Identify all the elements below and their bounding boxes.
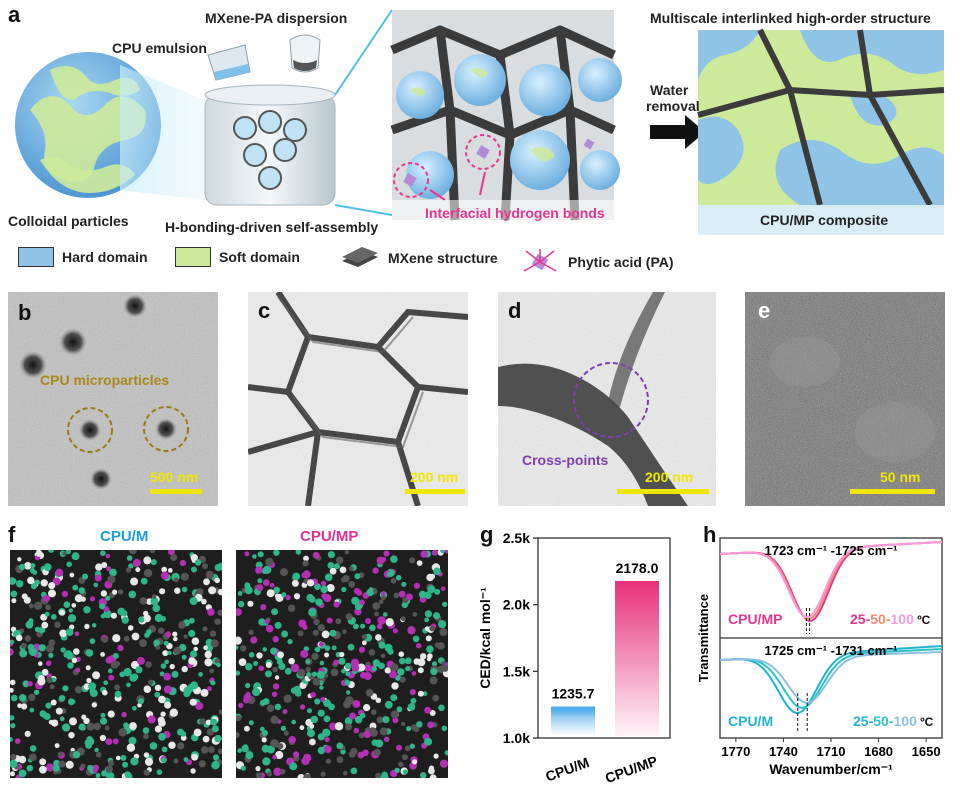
- panel-d-scalebar: [617, 489, 709, 494]
- g-ytick-label: 2.0k: [503, 597, 530, 613]
- h-xtick-label: 1740: [769, 744, 798, 759]
- panel-e-scale-text: 50 nm: [880, 469, 921, 485]
- g-ytick-label: 1.5k: [503, 663, 530, 679]
- legend-mxene: MXene structure: [340, 247, 498, 269]
- h-top-dash: -: [886, 611, 891, 627]
- mxene-pa-label: MXene-PA dispersion: [205, 10, 348, 26]
- panel-g-label: g: [480, 522, 494, 547]
- h-bottom-curve-50: [719, 648, 943, 709]
- g-value-label: 1235.7: [552, 686, 595, 702]
- h-ylabel: Transmittance: [696, 594, 711, 682]
- panel-b-tem-image: [8, 292, 218, 506]
- g-ytick-label: 2.5k: [503, 530, 530, 546]
- h-xlabel: Wavenumber/cm⁻¹: [769, 761, 893, 777]
- h-xtick-label: 1710: [817, 744, 846, 759]
- ftir-chart: 1770 1740 1710 1680 1650 Wavenumber/cm⁻¹ Trans…: [696, 537, 943, 777]
- g-value-label: 2178.0: [616, 560, 659, 576]
- h-top-unit: ºC: [914, 613, 931, 627]
- panel-c-scalebar: [405, 489, 465, 494]
- panel-a-graphic: [15, 9, 945, 235]
- cpu-mp-title: CPU/MP: [300, 528, 359, 545]
- panel-d-tem-image: [498, 292, 716, 506]
- h-bottom-temp-25: 25: [853, 713, 869, 729]
- g-bar-fill: [551, 706, 595, 734]
- legend-soft-label: Soft domain: [219, 249, 300, 265]
- panel-a-label: a: [8, 2, 21, 27]
- panel-d-scale-text: 200 nm: [645, 469, 694, 485]
- h-top-temp-50: 50: [870, 611, 886, 627]
- water-removal-label-2: removal: [646, 98, 700, 114]
- h-bottom-unit: ºC: [917, 715, 934, 729]
- interface-zoom-box: [390, 10, 622, 221]
- h-bottom-temp-50: 50: [873, 713, 889, 729]
- cpu-m-title: CPU/M: [100, 528, 149, 545]
- g-ytick-label: 1.0k: [503, 730, 530, 746]
- composite-label: CPU/MP composite: [760, 212, 889, 228]
- h-bottom-curve-25: [719, 645, 943, 715]
- mxene-structure-icon: [342, 247, 378, 267]
- h-xtick-label: 1650: [912, 744, 941, 759]
- h-top-temp-25: 25: [850, 611, 866, 627]
- cpu-microparticles-label: CPU microparticles: [40, 372, 170, 388]
- h-top-temp-100: 100: [891, 611, 915, 627]
- g-category-label: CPU/MP: [603, 752, 660, 782]
- h-bottom-temps: 25-50-100 ºC: [853, 713, 934, 729]
- legend-hard-label: Hard domain: [62, 249, 148, 265]
- h-bottom-temp-100: 100: [894, 713, 918, 729]
- panel-b-scale-text: 500 nm: [150, 469, 199, 485]
- cpu-emulsion-label: CPU emulsion: [112, 40, 207, 56]
- soft-domain-swatch: [175, 247, 211, 267]
- h-top-sample: CPU/MP: [728, 611, 782, 627]
- self-assembly-label: H-bonding-driven self-assembly: [165, 219, 379, 235]
- legend-pa-label: Phytic acid (PA): [568, 254, 674, 270]
- panel-f-label: f: [8, 522, 16, 547]
- legend-pa: Phytic acid (PA): [520, 247, 674, 277]
- cpu-mp-md-snapshot: [236, 550, 448, 778]
- cpu-m-md-snapshot: [10, 550, 222, 778]
- multiscale-label: Multiscale interlinked high-order struct…: [650, 10, 931, 26]
- cpu-emulsion-cup: [207, 44, 251, 81]
- hard-domain-swatch: [18, 247, 54, 267]
- g-ylabel: CED/kcal mol⁻¹: [477, 587, 493, 689]
- h-bottom-annotation: 1725 cm⁻¹ -1731 cm⁻¹: [765, 643, 898, 658]
- panel-e-scalebar: [850, 489, 935, 494]
- mxene-pa-beaker: [289, 34, 321, 73]
- h-bottom-dash: -: [889, 713, 894, 729]
- water-removal-arrow: [650, 115, 705, 149]
- h-xtick-label: 1770: [721, 744, 750, 759]
- self-assembly-jar: [204, 84, 336, 206]
- legend-soft-domain: Soft domain: [175, 247, 300, 267]
- g-plot-frame: [537, 537, 671, 739]
- panel-b-label: b: [18, 300, 32, 325]
- cross-points-label: Cross-points: [522, 452, 609, 468]
- panel-h-label: h: [703, 522, 717, 547]
- g-category-label: CPU/M: [543, 754, 591, 782]
- h-top-dash: -: [866, 611, 871, 627]
- phytic-acid-icon: [523, 249, 557, 272]
- legend-hard-domain: Hard domain: [18, 247, 148, 267]
- panel-b-scalebar: [150, 489, 202, 494]
- composite-structure-box: [697, 28, 945, 235]
- h-bottom-dash: -: [869, 713, 874, 729]
- panel-c-scale-text: 200 nm: [410, 469, 459, 485]
- panel-e-label: e: [758, 298, 771, 323]
- panel-c-tem-image: [248, 292, 468, 506]
- h-bottom-sample: CPU/M: [728, 713, 773, 729]
- h-top-temps: 25-50-100 ºC: [850, 611, 931, 627]
- h-bottom-curve-100: [719, 651, 943, 704]
- panel-c-label: c: [258, 298, 271, 323]
- interfacial-hbonds-label: Interfacial hydrogen bonds: [425, 205, 605, 221]
- h-xtick-label: 1680: [864, 744, 893, 759]
- water-removal-label-1: Water: [650, 82, 689, 98]
- legend-mxene-label: MXene structure: [388, 250, 498, 266]
- h-top-annotation: 1723 cm⁻¹ -1725 cm⁻¹: [765, 543, 898, 558]
- panel-e-tem-image: [745, 292, 945, 506]
- h-top-curve-100: [719, 541, 943, 619]
- ced-bar-chart: 1.0k 1.5k 2.0k 2.5k CED/kcal mol⁻¹ 1235.7 CPU/…: [477, 530, 671, 782]
- colloidal-particles-label: Colloidal particles: [8, 213, 129, 229]
- panel-d-label: d: [508, 298, 522, 323]
- g-bar-cpu-mp: [615, 580, 659, 736]
